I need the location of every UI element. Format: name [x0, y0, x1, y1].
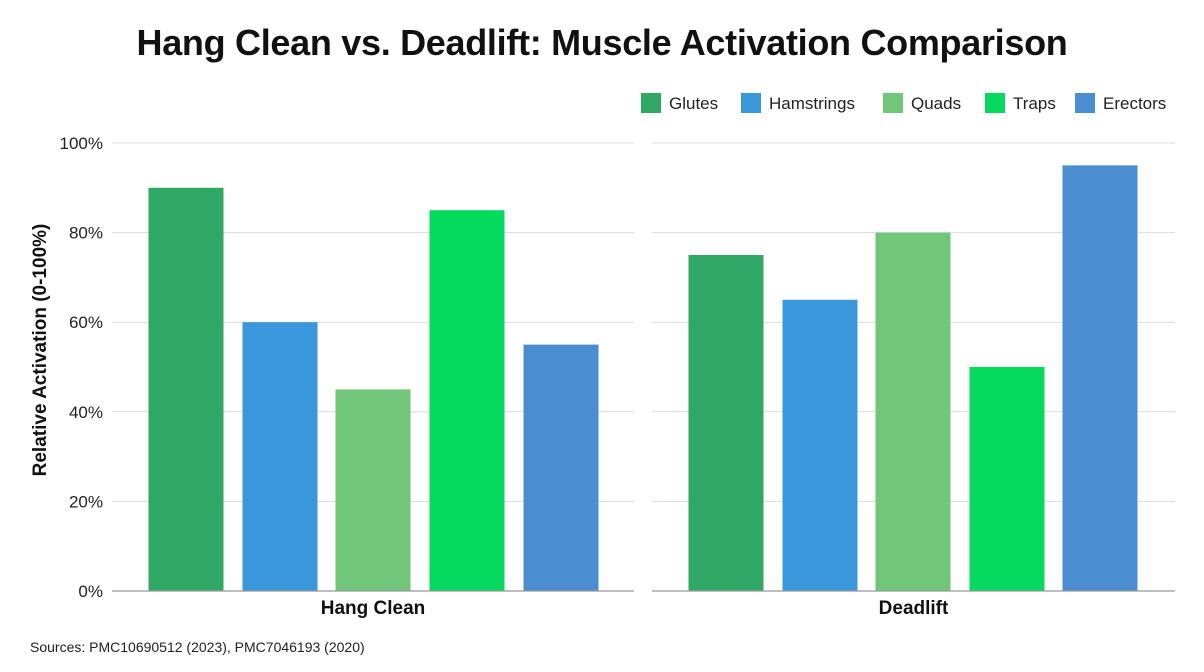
- y-tick-label: 40%: [69, 403, 103, 422]
- y-tick-label: 60%: [69, 313, 103, 332]
- bar-hamstrings-deadlift: [782, 299, 858, 591]
- y-tick-label: 0%: [78, 582, 103, 601]
- y-tick-label: 20%: [69, 492, 103, 511]
- y-axis-ticks: 0% 20% 40% 60% 80% 100%: [60, 134, 103, 601]
- bar-quads-deadlift: [875, 232, 951, 591]
- bar-erectors-deadlift: [1062, 165, 1138, 591]
- bar-glutes-hang-clean: [148, 187, 224, 592]
- legend-label: Traps: [1013, 94, 1056, 113]
- x-axis-labels: Hang Clean Deadlift: [321, 598, 949, 619]
- y-tick-label: 100%: [60, 134, 103, 153]
- bar-glutes-deadlift: [688, 255, 764, 591]
- legend-swatch: [741, 93, 761, 113]
- legend-label: Glutes: [669, 94, 718, 113]
- y-axis-label: Relative Activation (0-100%): [30, 224, 51, 477]
- legend-swatch: [985, 93, 1005, 113]
- bar-erectors-hang-clean: [523, 344, 599, 591]
- bars: [148, 165, 1138, 592]
- legend-swatch: [883, 93, 903, 113]
- group-label: Deadlift: [879, 598, 949, 619]
- legend-swatch: [1075, 93, 1095, 113]
- legend-swatch: [641, 93, 661, 113]
- legend-label: Erectors: [1103, 94, 1166, 113]
- chart-title: Hang Clean vs. Deadlift: Muscle Activati…: [136, 22, 1068, 63]
- source-note: Sources: PMC10690512 (2023), PMC7046193 …: [30, 639, 365, 655]
- group-label: Hang Clean: [321, 598, 426, 619]
- bar-quads-hang-clean: [335, 389, 411, 591]
- bar-traps-deadlift: [969, 367, 1045, 591]
- legend: Glutes Hamstrings Quads Traps Erectors: [641, 93, 1166, 113]
- legend-label: Quads: [911, 94, 961, 113]
- legend-label: Hamstrings: [769, 94, 855, 113]
- bar-hamstrings-hang-clean: [242, 322, 318, 591]
- y-tick-label: 80%: [69, 224, 103, 243]
- bar-traps-hang-clean: [429, 210, 505, 591]
